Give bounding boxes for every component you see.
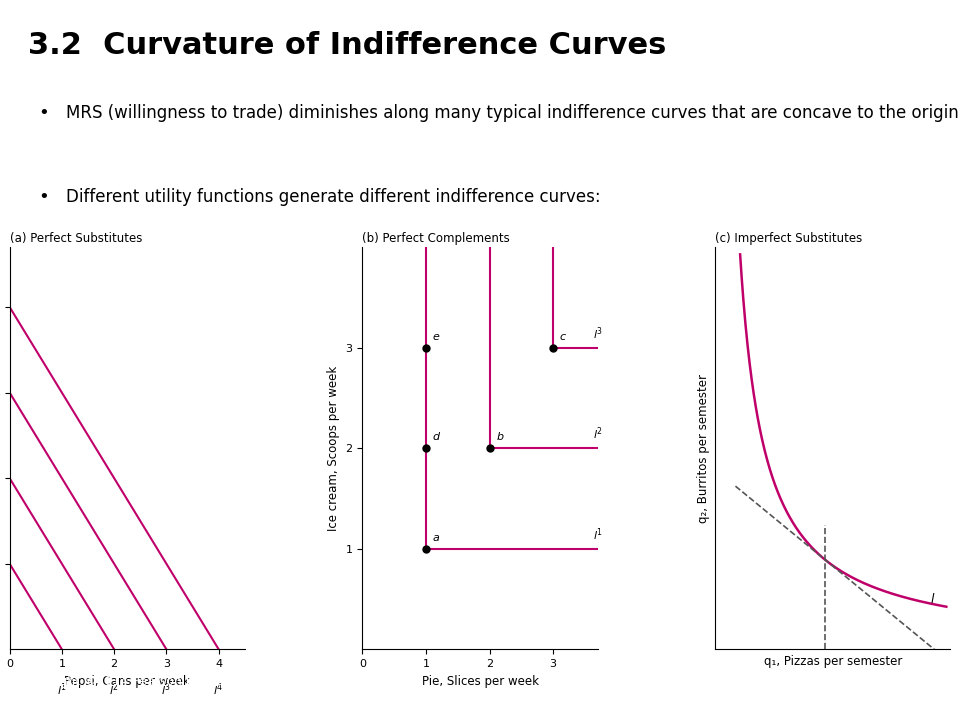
Y-axis label: Ice cream, Scoops per week: Ice cream, Scoops per week [327,366,340,531]
Text: MRS (willingness to trade) diminishes along many typical indifference curves tha: MRS (willingness to trade) diminishes al… [66,104,960,122]
Text: Different utility functions generate different indifference curves:: Different utility functions generate dif… [66,188,601,206]
Text: $l^1$: $l^1$ [57,682,67,698]
Text: (b) Perfect Complements: (b) Perfect Complements [362,232,510,245]
Text: $e$: $e$ [432,332,441,341]
Text: Copyright ©2014 Pearson Education, Inc. All rights reserved.: Copyright ©2014 Pearson Education, Inc. … [19,675,401,688]
Text: $l^2$: $l^2$ [592,426,603,442]
Text: $c$: $c$ [560,332,567,341]
Text: •: • [37,104,49,122]
X-axis label: q₁, Pizzas per semester: q₁, Pizzas per semester [763,655,902,668]
Text: $l$: $l$ [930,593,936,606]
Text: 3.2  Curvature of Indifference Curves: 3.2 Curvature of Indifference Curves [29,31,667,60]
Text: $l^2$: $l^2$ [109,682,119,698]
Text: $l^3$: $l^3$ [592,325,603,341]
Text: $l^4$: $l^4$ [213,682,224,698]
Y-axis label: q₂, Burritos per semester: q₂, Burritos per semester [697,374,709,523]
Text: $a$: $a$ [432,533,441,543]
Text: $l^1$: $l^1$ [592,526,603,543]
Text: 3-16: 3-16 [913,675,941,688]
Text: •: • [37,188,49,206]
X-axis label: Pie, Slices per week: Pie, Slices per week [421,675,539,688]
Text: (a) Perfect Substitutes: (a) Perfect Substitutes [10,232,142,245]
Text: (c) Imperfect Substitutes: (c) Imperfect Substitutes [715,232,862,245]
Text: $d$: $d$ [432,430,442,442]
Text: $b$: $b$ [496,430,504,442]
X-axis label: Pepsi, Cans per week: Pepsi, Cans per week [64,675,190,688]
Text: $l^3$: $l^3$ [161,682,172,698]
